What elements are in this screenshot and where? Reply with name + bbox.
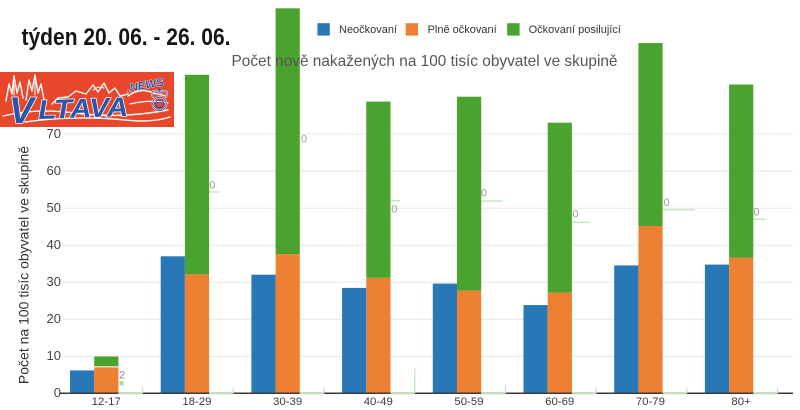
- svg-text:60: 60: [47, 163, 61, 178]
- svg-text:0: 0: [391, 204, 397, 216]
- svg-text:30-39: 30-39: [273, 396, 302, 408]
- svg-text:Očkovaní posilující: Očkovaní posilující: [529, 24, 621, 36]
- svg-text:20: 20: [47, 311, 61, 326]
- svg-text:80+: 80+: [731, 396, 751, 408]
- svg-text:V: V: [9, 90, 37, 131]
- svg-text:0: 0: [301, 134, 307, 146]
- svg-text:Plně očkovaní: Plně očkovaní: [428, 24, 497, 36]
- svg-text:0: 0: [664, 197, 670, 209]
- svg-text:12-17: 12-17: [92, 396, 121, 408]
- svg-text:2: 2: [119, 369, 125, 381]
- svg-text:Počet nově nakažených na 100 t: Počet nově nakažených na 100 tisíc obyva…: [232, 53, 618, 70]
- svg-text:0: 0: [753, 207, 759, 219]
- svg-text:60-69: 60-69: [545, 396, 574, 408]
- svg-text:18-29: 18-29: [182, 396, 211, 408]
- svg-text:70-79: 70-79: [636, 396, 665, 408]
- svg-text:0: 0: [209, 180, 215, 192]
- svg-text:50-59: 50-59: [454, 396, 483, 408]
- svg-text:40: 40: [47, 237, 61, 252]
- svg-text:70: 70: [47, 126, 61, 141]
- svg-text:10: 10: [47, 348, 61, 363]
- svg-text:týden 20. 06. - 26. 06.: týden 20. 06. - 26. 06.: [22, 24, 231, 51]
- svg-text:LTAVA: LTAVA: [38, 92, 129, 125]
- svg-text:0: 0: [572, 209, 578, 221]
- svg-text:Počet na 100 tisíc obyvatel ve: Počet na 100 tisíc obyvatel ve skupině: [16, 146, 32, 384]
- svg-text:Neočkovaní: Neočkovaní: [339, 24, 397, 36]
- svg-text:0: 0: [54, 385, 61, 400]
- svg-text:0: 0: [481, 187, 487, 199]
- svg-text:30: 30: [47, 274, 61, 289]
- svg-text:50: 50: [47, 200, 61, 215]
- svg-text:40-49: 40-49: [364, 396, 393, 408]
